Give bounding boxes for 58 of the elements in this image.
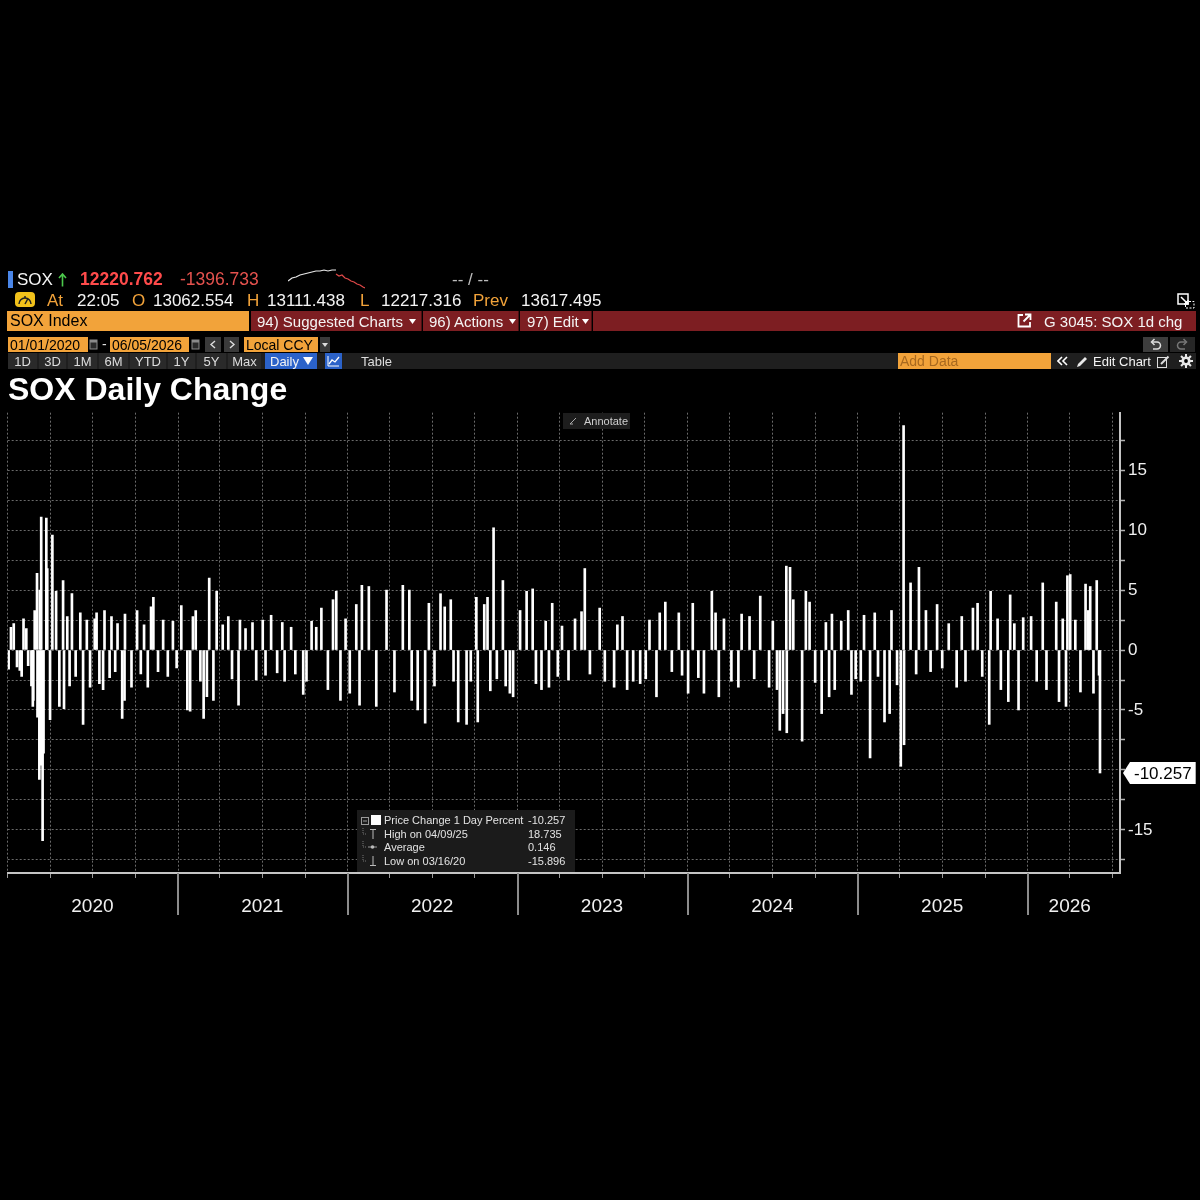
annotation: Low on 03/16/20 bbox=[384, 854, 466, 867]
text: G 3045: SOX 1d chg bbox=[1044, 313, 1183, 330]
text: 5Y bbox=[203, 354, 220, 369]
text: 01/01/2020 bbox=[10, 337, 81, 353]
text: H bbox=[247, 291, 260, 310]
text: 1M bbox=[73, 354, 92, 369]
annotation: 18.735 bbox=[528, 827, 562, 840]
text: 12220.762 bbox=[80, 269, 163, 289]
text: Prev bbox=[473, 291, 508, 310]
text: Table bbox=[361, 354, 393, 369]
text: 96) Actions bbox=[429, 313, 504, 330]
text: -1396.733 bbox=[180, 269, 259, 289]
text: 1D bbox=[14, 354, 31, 369]
text: - bbox=[102, 336, 107, 352]
annotation: 0.146 bbox=[528, 841, 556, 853]
annotation: -10.257 bbox=[1134, 763, 1192, 783]
text: 3D bbox=[44, 354, 61, 369]
text: Add Data bbox=[900, 353, 959, 369]
text: 94) Suggested Charts bbox=[257, 313, 403, 330]
text: O bbox=[132, 291, 146, 310]
legend-label: Price Change 1 Day Percent bbox=[384, 814, 524, 826]
y-tick-label: 15 bbox=[1128, 459, 1147, 479]
text: 6M bbox=[104, 354, 123, 369]
text: SOX Index bbox=[10, 312, 88, 329]
y-tick-label: 10 bbox=[1128, 519, 1147, 539]
text: L bbox=[360, 291, 370, 310]
annotation: -15.896 bbox=[528, 854, 566, 867]
x-tick-label: 2020 bbox=[71, 894, 114, 916]
text: -10.257 bbox=[528, 814, 566, 826]
text: At bbox=[47, 291, 64, 310]
text: 22:05 bbox=[77, 291, 120, 310]
text: 1Y bbox=[173, 354, 190, 369]
annotation: High on 04/09/25 bbox=[384, 827, 468, 840]
y-tick-label: -15 bbox=[1128, 819, 1153, 839]
text: 12217.316 bbox=[381, 291, 462, 310]
annotation: Average bbox=[384, 841, 425, 853]
text: Edit Chart bbox=[1093, 354, 1151, 369]
x-tick-label: 2026 bbox=[1048, 894, 1091, 916]
chart-title: SOX Daily Change bbox=[8, 371, 288, 407]
x-tick-label: 2024 bbox=[751, 894, 794, 916]
text: 13111.438 bbox=[267, 291, 345, 310]
x-tick-label: 2025 bbox=[921, 894, 964, 916]
text: 13617.495 bbox=[521, 291, 602, 310]
annotation: Annotate bbox=[584, 415, 629, 427]
text: Daily bbox=[270, 354, 299, 369]
x-tick-label: 2022 bbox=[411, 894, 454, 916]
x-tick-label: 2021 bbox=[241, 894, 284, 916]
y-tick-label: 0 bbox=[1128, 639, 1138, 659]
text: SOX bbox=[17, 270, 53, 289]
text: 97) Edit bbox=[527, 313, 579, 330]
text: -- / -- bbox=[452, 270, 489, 289]
y-tick-label: 5 bbox=[1128, 579, 1138, 599]
x-tick-label: 2023 bbox=[580, 894, 624, 916]
text: Max bbox=[232, 354, 257, 369]
text: 13062.554 bbox=[153, 291, 234, 310]
y-tick-label: -5 bbox=[1128, 699, 1144, 719]
text: 06/05/2026 bbox=[112, 337, 183, 353]
text: YTD bbox=[135, 354, 161, 369]
